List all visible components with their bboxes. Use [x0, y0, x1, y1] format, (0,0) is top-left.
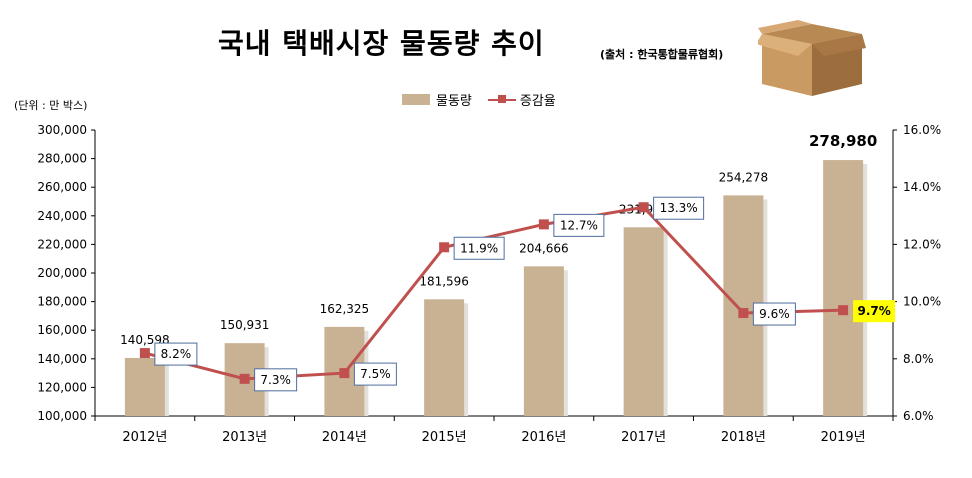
y-tick-label: 140,000	[37, 352, 87, 366]
legend-line-label: 증감율	[519, 94, 556, 109]
source-note: (출처 : 한국통합물류협회)	[600, 48, 724, 61]
growth-label: 13.3%	[660, 201, 698, 215]
x-tick-label: 2016년	[521, 430, 566, 445]
bar-value-label: 162,325	[320, 302, 370, 316]
x-tick-label: 2017년	[621, 430, 666, 445]
bar	[424, 299, 465, 416]
y-tick-label: 200,000	[37, 266, 87, 280]
growth-marker	[538, 219, 549, 230]
growth-marker	[439, 242, 450, 253]
growth-label-box	[752, 302, 796, 326]
y-tick-label: 240,000	[37, 209, 87, 223]
growth-label: 9.7%	[857, 304, 890, 318]
legend-bar-swatch	[402, 94, 430, 105]
growth-label-box	[453, 236, 505, 260]
growth-label: 12.7%	[560, 218, 598, 232]
x-tick-label: 2012년	[122, 430, 167, 445]
bar	[523, 266, 564, 416]
growth-label-box	[353, 362, 397, 386]
bar-value-label: 204,666	[519, 241, 569, 255]
legend-bar-label: 물동량	[436, 94, 472, 109]
y-tick-label: 300,000	[37, 123, 87, 137]
bar-value-label: 278,980	[809, 132, 877, 150]
growth-marker	[638, 202, 649, 213]
x-tick-label: 2018년	[721, 430, 766, 445]
y-tick-label: 160,000	[37, 323, 87, 337]
growth-marker	[139, 348, 150, 359]
growth-label: 7.3%	[260, 373, 291, 387]
growth-marker	[838, 305, 849, 316]
x-tick-label: 2013년	[222, 430, 267, 445]
y2-tick-label: 8.0%	[903, 352, 934, 366]
y2-tick-label: 12.0%	[903, 237, 941, 251]
growth-label: 9.6%	[759, 307, 790, 321]
growth-label: 8.2%	[161, 347, 192, 361]
y-tick-label: 260,000	[37, 180, 87, 194]
legend-line-swatch	[487, 94, 516, 105]
bar-value-label: 254,278	[719, 170, 769, 184]
growth-label-box	[653, 196, 705, 220]
bar-value-label: 150,931	[220, 318, 270, 332]
bar-value-label: 181,596	[419, 274, 469, 288]
y-tick-label: 180,000	[37, 295, 87, 309]
legend: 물동량 증감율	[402, 90, 556, 109]
growth-marker	[339, 368, 350, 379]
growth-label-box	[154, 342, 198, 366]
x-tick-label: 2014년	[322, 430, 367, 445]
growth-label-box	[853, 300, 896, 323]
y-tick-label: 280,000	[37, 152, 87, 166]
y2-tick-label: 16.0%	[903, 123, 941, 137]
growth-label-box	[254, 368, 298, 392]
y2-tick-label: 6.0%	[903, 409, 934, 423]
bar	[823, 160, 864, 416]
growth-marker	[239, 373, 250, 384]
y2-tick-label: 10.0%	[903, 295, 941, 309]
chart-title: 국내 택배시장 물동량 추이	[218, 27, 545, 60]
y-tick-label: 100,000	[37, 409, 87, 423]
x-tick-label: 2019년	[821, 430, 866, 445]
cardboard-box-icon	[758, 20, 866, 96]
unit-label: (단위 : 만 박스)	[14, 99, 88, 112]
y2-tick-label: 14.0%	[903, 180, 941, 194]
y-tick-label: 220,000	[37, 237, 87, 251]
x-tick-label: 2015년	[422, 430, 467, 445]
bar	[623, 227, 664, 416]
growth-marker	[738, 308, 749, 319]
bar	[124, 357, 165, 416]
growth-label: 7.5%	[360, 367, 391, 381]
growth-label: 11.9%	[460, 241, 498, 255]
y-tick-label: 120,000	[37, 380, 87, 394]
growth-label-box	[553, 213, 605, 237]
